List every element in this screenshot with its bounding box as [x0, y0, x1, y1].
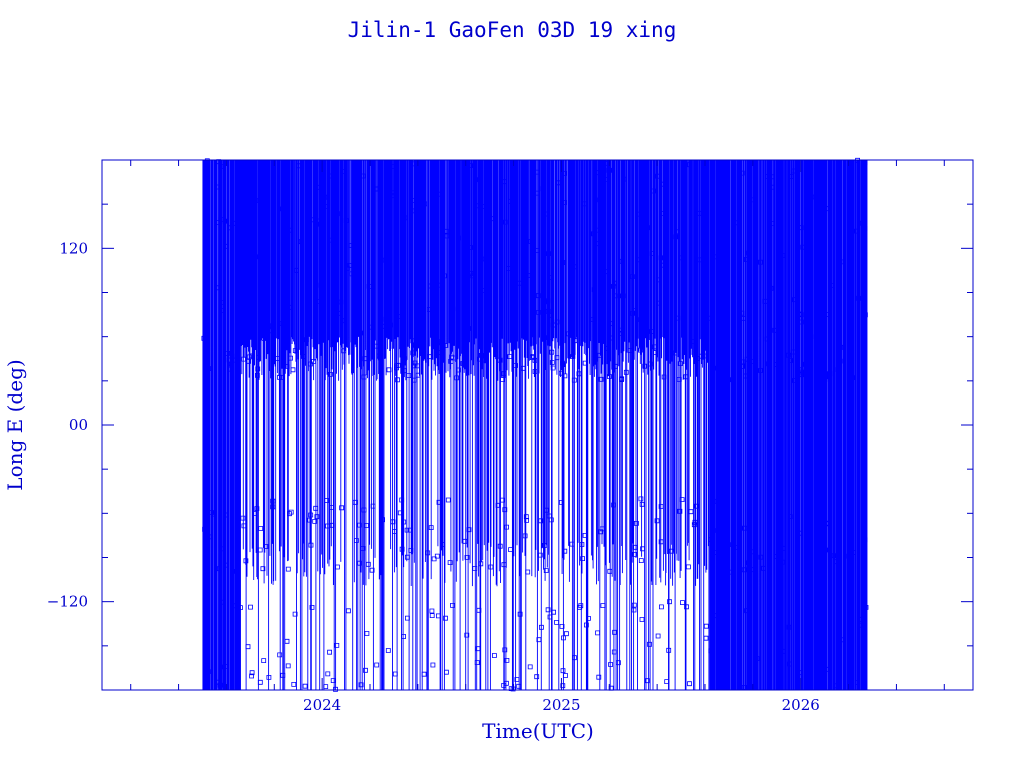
longitude-trace — [202, 160, 868, 690]
x-tick-labels: 2024 2025 2026 — [303, 696, 820, 714]
longitude-series — [202, 160, 868, 690]
y-tick-label: 00 — [69, 416, 88, 434]
y-tick-labels: 120 00 −120 — [47, 239, 88, 610]
longitude-markers — [201, 157, 869, 692]
x-axis-label: Time(UTC) — [482, 719, 594, 743]
axis-ticks — [102, 160, 973, 690]
chart-title: Jilin-1 GaoFen 03D 19 xing — [348, 18, 677, 42]
y-axis-label: Long E (deg) — [3, 359, 27, 490]
x-tick-label: 2024 — [303, 696, 341, 714]
y-tick-label: 120 — [59, 239, 88, 257]
x-tick-label: 2026 — [782, 696, 820, 714]
longitude-sample-markers — [201, 157, 869, 692]
y-tick-label: −120 — [47, 593, 88, 611]
x-tick-label: 2025 — [542, 696, 580, 714]
